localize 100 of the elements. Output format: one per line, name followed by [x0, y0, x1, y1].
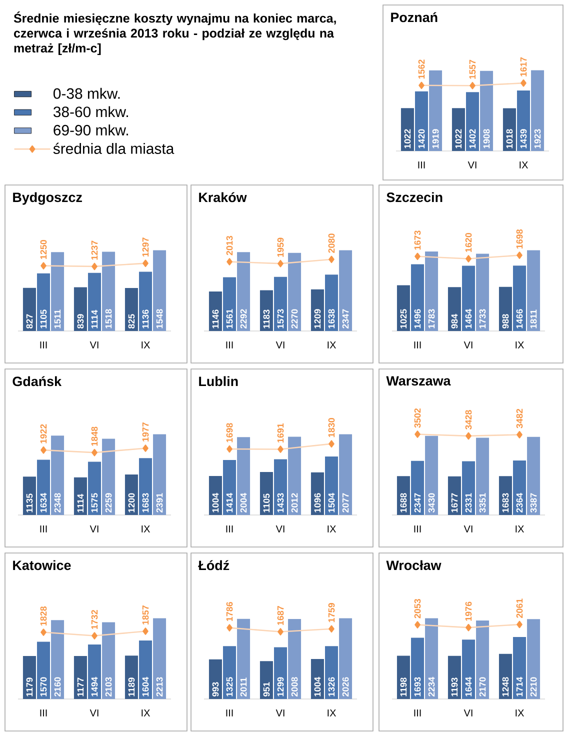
bar	[36, 460, 50, 515]
data-label: 1004	[212, 492, 219, 512]
x-tick-label: VI	[276, 710, 284, 716]
data-label: 1698	[516, 229, 523, 249]
data-label: 1620	[465, 232, 472, 252]
bar	[22, 476, 36, 515]
bar	[462, 461, 476, 515]
bar	[448, 476, 461, 515]
x-tick-label: VI	[90, 710, 98, 716]
data-label: 1018	[506, 129, 513, 148]
data-label: 1687	[277, 606, 284, 625]
data-label: 1135	[26, 494, 33, 512]
data-label: 1733	[479, 309, 486, 328]
data-label: 1179	[26, 678, 33, 696]
data-label: 1189	[128, 678, 135, 696]
data-label: 2234	[428, 676, 435, 696]
bar	[513, 637, 526, 699]
bar	[74, 477, 87, 515]
bar	[425, 436, 438, 515]
data-label: 1299	[277, 677, 284, 696]
x-tick-label: VI	[276, 342, 284, 348]
data-label: 1200	[128, 493, 135, 512]
bar	[516, 90, 530, 151]
data-label: 1677	[451, 493, 458, 512]
data-label: 2270	[291, 309, 298, 328]
x-tick-label: IX	[142, 342, 150, 348]
data-label: 1573	[277, 309, 284, 328]
data-label: 1004	[314, 676, 321, 696]
data-label: 1644	[465, 676, 472, 696]
data-label: 3387	[530, 493, 537, 513]
x-tick-label: III	[414, 526, 421, 532]
data-label: 1105	[263, 494, 270, 512]
data-label: 1096	[314, 493, 321, 512]
bar	[396, 285, 410, 331]
data-label: 1146	[212, 310, 219, 328]
x-tick-label: VI	[90, 342, 98, 348]
bar	[124, 288, 138, 331]
data-label: 1297	[142, 238, 149, 257]
data-label: 1511	[54, 310, 61, 328]
chart-title: Wrocław	[386, 560, 442, 570]
bar	[88, 462, 101, 515]
data-label: 2080	[328, 234, 335, 253]
data-label: 2061	[516, 598, 523, 618]
data-label: 2364	[516, 492, 523, 512]
bar	[138, 458, 152, 515]
data-label: 3428	[465, 410, 472, 430]
data-label: 1857	[142, 605, 149, 624]
data-label: 1494	[91, 676, 98, 696]
data-label: 2259	[105, 493, 112, 512]
data-label: 1548	[156, 309, 163, 328]
data-label: 2013	[226, 236, 233, 256]
data-label: 1634	[40, 492, 47, 512]
data-label: 1977	[142, 422, 149, 442]
bar	[448, 287, 461, 331]
bar	[74, 287, 87, 331]
x-tick-label: VI	[276, 526, 284, 532]
x-tick-label: IX	[516, 526, 524, 532]
x-tick-label: III	[226, 526, 233, 532]
data-label: 1209	[314, 309, 321, 328]
data-label: 1959	[277, 238, 284, 257]
data-label: 1786	[226, 602, 233, 622]
bar	[411, 460, 424, 515]
bar	[288, 252, 302, 331]
x-tick-label: III	[414, 710, 421, 716]
chart-title: Szczecin	[386, 192, 442, 202]
data-label: 1518	[105, 309, 112, 328]
bar	[274, 459, 288, 515]
data-label: 1025	[400, 309, 407, 328]
x-tick-label: III	[40, 710, 47, 716]
bar	[102, 622, 116, 699]
data-label: 1691	[277, 423, 284, 442]
bar	[425, 251, 438, 331]
x-tick-label: III	[40, 526, 47, 532]
x-tick-label: III	[418, 162, 425, 168]
bar	[400, 108, 414, 151]
data-label: 1248	[502, 677, 509, 696]
bar	[466, 92, 479, 151]
bar	[411, 264, 424, 331]
bar	[274, 276, 288, 331]
data-label: 1919	[432, 129, 439, 148]
x-tick-label: III	[226, 710, 233, 716]
x-tick-label: VI	[464, 526, 472, 532]
data-label: 825	[128, 314, 135, 329]
data-label: 1688	[400, 493, 407, 512]
bar	[237, 618, 250, 699]
data-label: 1604	[142, 676, 149, 696]
bar	[288, 618, 302, 699]
bar	[414, 91, 428, 151]
data-label: 2170	[479, 677, 486, 696]
bar	[51, 436, 64, 515]
data-label: 1326	[328, 677, 335, 696]
data-label: 1908	[483, 129, 490, 148]
x-tick-label: IX	[516, 342, 524, 348]
x-tick-label: III	[40, 342, 47, 348]
bar	[339, 434, 352, 515]
bar	[88, 272, 101, 331]
data-label: 1177	[77, 678, 84, 696]
bar	[153, 250, 166, 331]
data-label: 1714	[516, 676, 523, 696]
data-label: 1439	[520, 129, 527, 148]
